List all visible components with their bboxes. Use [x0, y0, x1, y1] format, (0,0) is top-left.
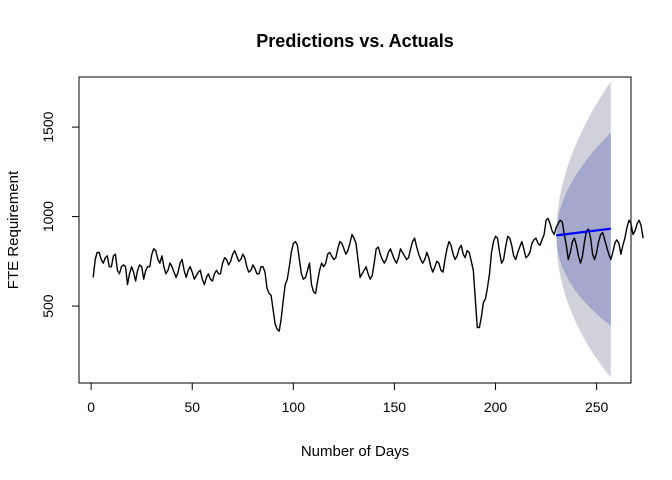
band_80-region: [556, 132, 611, 326]
y-tick-label: 1500: [40, 111, 56, 142]
x-tick-label: 150: [383, 399, 407, 415]
x-tick-label: 50: [184, 399, 200, 415]
y-tick-label: 500: [40, 294, 56, 318]
x-tick-label: 100: [282, 399, 306, 415]
plot-frame: [78, 76, 632, 384]
y-tick-label: 1000: [40, 201, 56, 232]
x-tick-label: 200: [484, 399, 508, 415]
axes: 0 50 100 150 200 250 500 1000 1500: [40, 111, 609, 415]
forecast-series-line: [556, 227, 611, 237]
x-tick-label: 250: [585, 399, 609, 415]
y-axis-label: FTE Requirement: [5, 170, 22, 289]
plot-area: [92, 81, 644, 378]
x-tick-label: 0: [87, 399, 95, 415]
actual-series-line: [92, 217, 644, 332]
x-axis-label: Number of Days: [301, 443, 409, 460]
chart-title: Predictions vs. Actuals: [256, 31, 453, 51]
